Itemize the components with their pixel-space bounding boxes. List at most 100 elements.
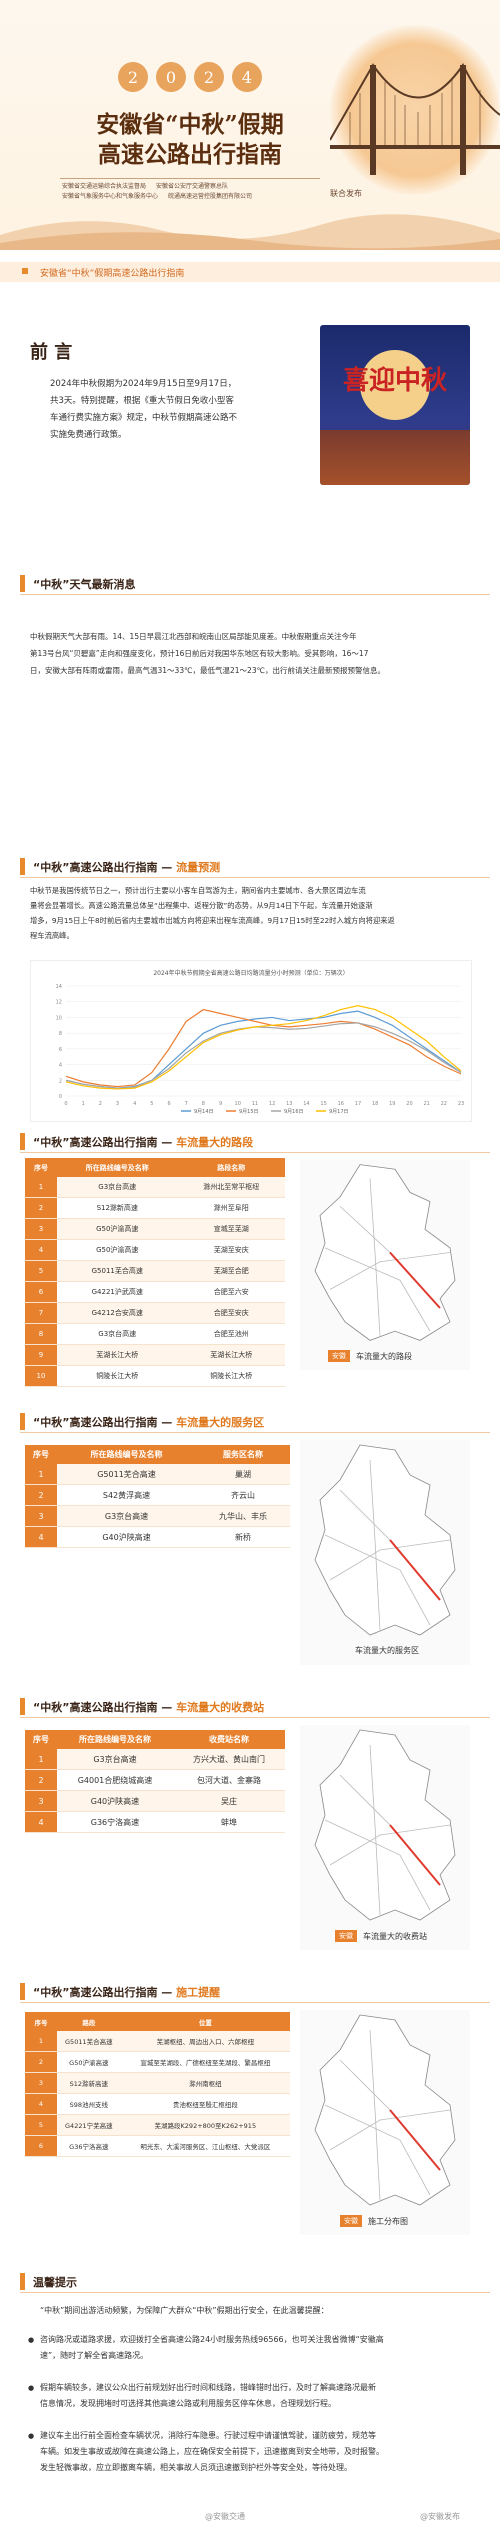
works-table: 序号 路段 位置 1 G5011芜合高速 芜湖枢纽、周边出入口、六郎枢纽 2 G50沪渝高速宣… — [25, 2012, 290, 2157]
series-line — [65, 1010, 462, 1089]
service-heading: “中秋”高速公路出行指南 — 车流量大的服务区 — [0, 1410, 500, 1434]
row-number: 2 — [25, 1484, 57, 1506]
table-row: 5 G5011芜合高速 芜湖至合肥 — [25, 1260, 285, 1282]
map-caption-text: 车流量大的服务区 — [355, 1646, 419, 1655]
highway-line — [369, 1459, 381, 1631]
anhui-map — [314, 1729, 456, 1921]
series-line — [65, 1008, 462, 1088]
table-cell: 巢湖 — [196, 1464, 290, 1485]
heading-bar — [20, 1983, 25, 2000]
footer-source: @安徽发布 — [420, 2512, 460, 2521]
highway-line — [329, 1824, 451, 1866]
heading-label: “中秋”高速公路出行指南 — 施工提醒 — [33, 1986, 221, 1999]
highlighted-route — [389, 1539, 441, 1601]
service-table: 序号 所在路线编号及名称 服务区名称 1 G5011芜合高速 巢湖 2 S42黄浮高速 齐云山 3… — [25, 1445, 290, 1548]
table-row: 2 G50沪渝高速 宣城至芜湖段、广德枢纽至芜湖段、繁昌枢纽 — [25, 2051, 290, 2073]
table-cell: G50沪渝高速 — [57, 1218, 178, 1240]
column-header: 服务区名称 — [196, 1445, 290, 1464]
divider — [20, 1152, 490, 1153]
table-row: 2 S12滁新高速 滁州至阜阳 — [25, 1197, 285, 1219]
x-tick-label: 23 — [458, 1101, 464, 1107]
table-row: 6 G4221沪武高速 合肥至六安 — [25, 1281, 285, 1303]
sun-decoration — [330, 25, 500, 195]
table-cell: 合肥至池州 — [177, 1323, 285, 1345]
table-cell: 方兴大道、黄山南门 — [172, 1749, 285, 1770]
table-cell: S12滁新高速 — [57, 1197, 178, 1219]
table-cell: 宣城至芜湖 — [177, 1218, 285, 1240]
y-tick-label: 4 — [59, 1063, 62, 1069]
table-cell: G3京台高速 — [57, 1177, 178, 1198]
anhui-map — [314, 2014, 456, 2206]
table-row: 2 G4001合肥绕城高速 包河大道、金寨路 — [25, 1769, 285, 1791]
row-number: 1 — [25, 1464, 57, 1485]
table-cell: 滁州北至常平枢纽 — [177, 1177, 285, 1198]
x-tick-label: 4 — [133, 1101, 136, 1107]
publishers: 安徽省交通运输综合执法监督局 安徽省公安厅交通警察总队 安徽省气象服务中心和气象… — [62, 182, 312, 202]
text-line: 中秋假期天气大部有雨。14、15日早晨江北西部和皖南山区局部能见度差。中秋假期重… — [30, 632, 357, 641]
table-row: 1 G3京台高速 方兴大道、黄山南门 — [25, 1749, 285, 1770]
map-caption-text: 车流量大的收费站 — [363, 1931, 427, 1941]
row-number: 3 — [25, 1790, 57, 1812]
row-number: 10 — [25, 1365, 57, 1387]
heading-label: “中秋”高速公路出行指南 — 流量预测 — [33, 861, 221, 874]
row-number: 3 — [25, 1505, 57, 1527]
text-line: 增多，9月15日上午8时前后省内主要城市出城方向将迎来出程车流高峰，9月17日1… — [30, 916, 395, 925]
highway-line — [369, 1178, 381, 1336]
row-number: 4 — [25, 1526, 57, 1548]
tip-item: 咨询路况或道路求援，欢迎拨打全省高速公路24小时服务热线96566，也可关注我省… — [28, 2332, 470, 2364]
row-number: 1 — [25, 1749, 57, 1770]
toll-table: 序号 所在路线编号及名称 收费站名称 1 G3京台高速 方兴大道、黄山南门 2 G4001合肥… — [25, 1730, 285, 1833]
x-tick-label: 1 — [82, 1101, 85, 1107]
highway-line — [329, 1539, 451, 1581]
map-caption-text: 车流量大的路段 — [356, 1351, 412, 1361]
x-tick-label: 5 — [150, 1101, 153, 1107]
table-cell: 蚌埠 — [172, 1811, 285, 1833]
table-cell: 贵池枢纽至殷汇枢纽段 — [120, 2093, 290, 2115]
y-tick-label: 0 — [59, 1094, 62, 1100]
table-cell: 宣城至芜湖段、广德枢纽至芜湖段、繁昌枢纽 — [120, 2051, 290, 2073]
weather-text: 中秋假期天气大部有雨。14、15日早晨江北西部和皖南山区局部能见度差。中秋假期重… — [30, 628, 480, 679]
table-cell: 齐云山 — [196, 1484, 290, 1506]
year-digit: 4 — [232, 62, 262, 92]
column-header: 路段 — [57, 2012, 121, 2031]
roads-heading: “中秋”高速公路出行指南 — 车流量大的路段 — [0, 1130, 500, 1154]
bridge-illustration — [330, 63, 500, 175]
map-caption: 车流量大的服务区 — [355, 1645, 419, 1656]
table-row: 1 G5011芜合高速 巢湖 — [25, 1464, 290, 1485]
table-cell: 铜陵长江大桥 — [57, 1365, 178, 1387]
roads-map: 安徽 车流量大的路段 — [300, 1160, 470, 1370]
x-tick-label: 12 — [269, 1101, 275, 1107]
toll-heading: “中秋”高速公路出行指南 — 车流量大的收费站 — [0, 1695, 500, 1719]
table-row: 1 G5011芜合高速 芜湖枢纽、周边出入口、六郎枢纽 — [25, 2031, 290, 2052]
table-cell: G5011芜合高速 — [57, 2031, 121, 2052]
column-header: 序号 — [25, 1158, 57, 1177]
x-tick-label: 9 — [219, 1101, 222, 1107]
map-tag: 安徽 — [335, 1930, 357, 1942]
map-tag: 安徽 — [328, 1350, 350, 1362]
row-number: 2 — [25, 1197, 57, 1219]
y-tick-label: 8 — [59, 1031, 62, 1037]
x-tick-label: 6 — [167, 1101, 170, 1107]
row-number: 6 — [25, 2135, 57, 2157]
row-number: 2 — [25, 2051, 57, 2073]
series-line — [65, 1005, 462, 1090]
text-line: 车通行费实施方案》规定，中秋节假期高速公路不 — [50, 413, 238, 423]
column-header: 所在路线编号及名称 — [57, 1730, 173, 1749]
table-row: 8 G3京台高速 合肥至池州 — [25, 1323, 285, 1345]
table-cell: G5011芜合高速 — [57, 1260, 178, 1282]
heading-label: “中秋”高速公路出行指南 — 车流量大的服务区 — [33, 1416, 265, 1429]
divider — [20, 1432, 490, 1433]
table-cell: 芜湖路段K292+800至K262+915 — [120, 2114, 290, 2136]
year-digit: 2 — [118, 62, 148, 92]
table-cell: 滁州南枢纽 — [120, 2072, 290, 2094]
publisher: 皖通高速运营控股集团有限公司 — [168, 193, 253, 200]
table-cell: G40沪陕高速 — [57, 1790, 173, 1812]
table-cell: G50沪渝高速 — [57, 2051, 121, 2073]
row-number: 4 — [25, 1811, 57, 1833]
flow-chart: 2024年中秋节假期全省高速公路日均路流量分小时预测（单位：万辆次） 0 2 4 6 8… — [30, 960, 472, 1122]
table-cell: G3京台高速 — [57, 1323, 178, 1345]
table-cell: 包河大道、金寨路 — [172, 1769, 285, 1791]
legend-label: 9月15日 — [239, 1109, 259, 1115]
text-line: 车辆。如发生事故或故障在高速公路上，应在确保安全前提下，迅速撤离到安全地带，及时… — [40, 2447, 384, 2456]
